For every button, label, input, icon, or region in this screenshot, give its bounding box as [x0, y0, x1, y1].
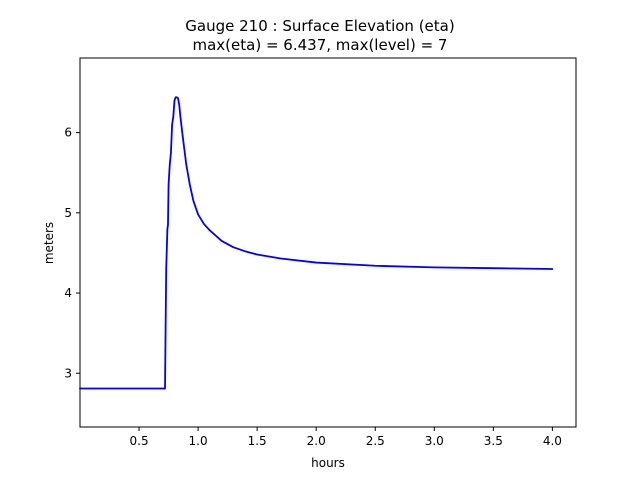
x-tick-label: 3.5	[484, 434, 503, 448]
x-tick-label: 0.5	[130, 434, 149, 448]
y-tick-label: 3	[64, 366, 72, 380]
x-tick-label: 3.0	[425, 434, 444, 448]
x-tick-label: 1.0	[189, 434, 208, 448]
x-tick-label: 2.0	[307, 434, 326, 448]
x-tick-label: 4.0	[543, 434, 562, 448]
y-axis-label: meters	[42, 222, 56, 264]
x-tick-label: 2.5	[366, 434, 385, 448]
x-tick-label: 1.5	[248, 434, 267, 448]
series-line-eta	[79, 96, 554, 390]
y-tick-label: 6	[64, 126, 72, 140]
y-tick-label: 5	[64, 206, 72, 220]
chart-title-line2: max(eta) = 6.437, max(level) = 7	[193, 36, 448, 54]
series-layer	[79, 96, 554, 390]
x-axis: 0.5 1.0 1.5 2.0 2.5 3.0 3.5 4.0	[130, 427, 562, 448]
y-tick-label: 4	[64, 286, 72, 300]
axes-frame	[79, 57, 577, 428]
x-axis-label: hours	[311, 456, 345, 470]
chart-title-line1: Gauge 210 : Surface Elevation (eta)	[185, 17, 454, 35]
y-axis: 3 4 5 6	[64, 126, 80, 380]
plot-area	[79, 57, 577, 428]
